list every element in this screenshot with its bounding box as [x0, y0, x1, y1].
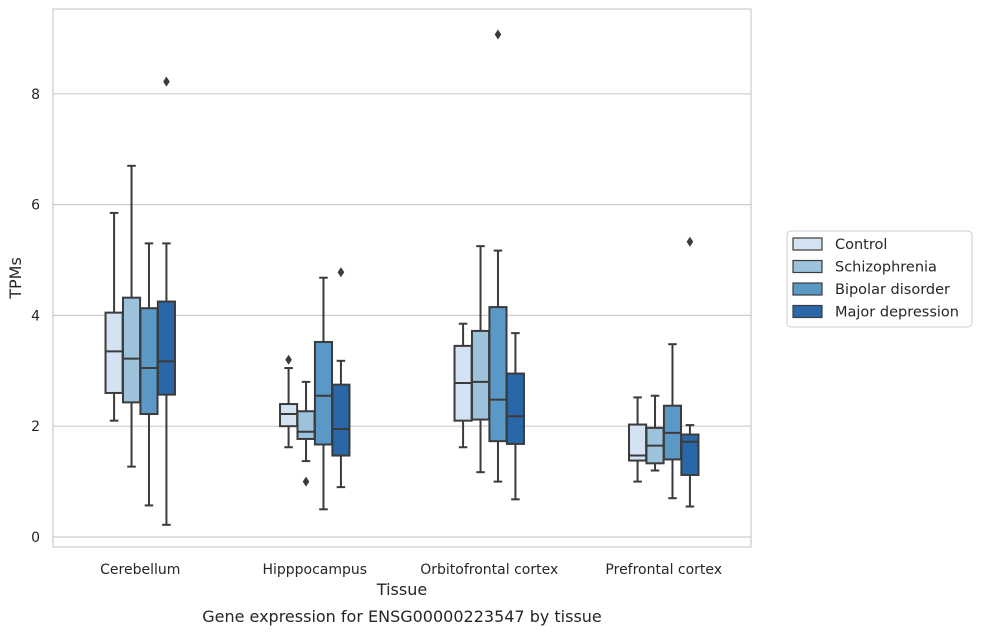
legend-label: Major depression	[835, 305, 959, 321]
box-1-2	[313, 276, 334, 511]
box-body	[331, 383, 351, 457]
y-tick-label: 2	[31, 419, 40, 435]
legend-swatch	[792, 304, 823, 319]
x-tick-label: Hipppocampus	[262, 562, 367, 578]
box-3-1	[645, 394, 665, 472]
box-body	[505, 372, 525, 445]
y-tick-label: 0	[31, 530, 40, 546]
y-tick-label: 4	[31, 308, 40, 324]
y-tick-label: 8	[31, 87, 40, 103]
box-body	[156, 300, 176, 396]
box-body	[488, 306, 508, 443]
y-tick-label: 6	[31, 198, 40, 214]
box-2-3	[505, 332, 525, 501]
legend-swatch	[792, 282, 823, 296]
outlier-point	[494, 29, 502, 40]
box-body	[279, 403, 299, 428]
outlier-point	[337, 267, 345, 278]
legend-frame	[786, 230, 973, 328]
box-3-2	[662, 343, 683, 500]
x-tick-label: Prefrontal cortex	[605, 562, 722, 578]
box-body	[139, 307, 159, 416]
plot-frame	[52, 8, 752, 548]
box-1-0	[279, 354, 299, 449]
legend-item: Major depression	[792, 304, 959, 321]
box-body	[313, 340, 334, 446]
box-2-1	[470, 245, 491, 474]
legend-item: Bipolar disorder	[792, 282, 950, 298]
box-0-1	[121, 164, 142, 468]
outlier-point	[163, 76, 170, 87]
x-axis-label: Tissue	[376, 580, 427, 599]
box-1-1	[296, 380, 316, 487]
outlier-point	[686, 236, 694, 247]
legend-swatch	[792, 259, 823, 274]
legend-label: Schizophrenia	[835, 260, 937, 276]
legend-label: Control	[835, 237, 887, 253]
legend-swatch	[792, 237, 823, 251]
box-0-2	[139, 242, 159, 507]
outlier-point	[302, 476, 310, 487]
box-body	[470, 329, 491, 421]
legend: Control Schizophrenia Bipolar disorder Majo…	[786, 230, 973, 328]
box-body	[104, 311, 124, 394]
box-body	[680, 433, 700, 476]
box-2-0	[453, 322, 473, 449]
box-3-3	[680, 236, 700, 508]
y-tick-labels: 0 2 4 6 8	[31, 87, 40, 546]
box-0-0	[104, 211, 124, 422]
box-body	[296, 410, 316, 440]
chart-caption: Gene expression for ENSG00000223547 by t…	[202, 607, 602, 626]
box-2-2	[488, 29, 508, 483]
legend-label: Bipolar disorder	[835, 282, 950, 298]
x-tick-labels: Cerebellum Hipppocampus Orbitofrontal cort…	[100, 562, 722, 578]
y-axis-label: TPMs	[6, 257, 25, 300]
box-body	[121, 296, 142, 404]
x-tick-label: Orbitofrontal cortex	[420, 562, 558, 578]
box-plot-series	[104, 29, 700, 526]
box-0-3	[156, 76, 176, 526]
outlier-point	[285, 354, 292, 365]
box-1-3	[331, 267, 351, 489]
legend-item: Control	[792, 237, 887, 253]
legend-item: Schizophrenia	[792, 259, 937, 276]
x-tick-label: Cerebellum	[100, 562, 180, 578]
box-3-0	[628, 396, 648, 483]
